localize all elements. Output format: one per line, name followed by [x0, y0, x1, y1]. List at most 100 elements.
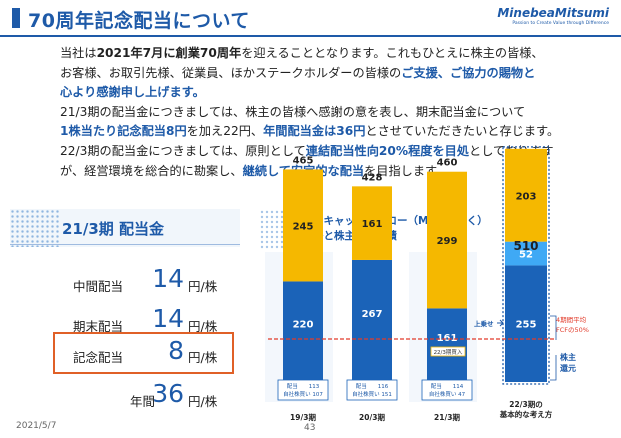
text: が、経営環境を総合的に勘案し、: [60, 163, 243, 178]
dot: [260, 220, 264, 224]
plan-bar-outline: [502, 146, 550, 385]
dot: [270, 210, 274, 214]
body-text: 当社は2021年7月に創業70周年を迎えることとなります。これもひとえに株主の皆…: [60, 44, 620, 181]
commemorative-unit: 円/株: [188, 350, 218, 365]
paragraph-2-line-1: 21/3期の配当金につきましては、株主の皆様へ感謝の意を表し、期末配当金について: [60, 103, 620, 123]
average-label-1: 4期間平均: [556, 315, 587, 324]
dot: [260, 215, 264, 219]
plan-bar-additional-label: 52: [519, 250, 533, 261]
plan-bar-base-return: [505, 265, 547, 382]
note-box: [277, 379, 329, 401]
plan-bar-remaining: [505, 148, 547, 242]
emphasis: ご支援、ご協力の賜物と: [401, 65, 536, 80]
text: 21/3期の配当金につきましては、株主の皆様へ感謝の意を表し、期末配当金について: [60, 104, 526, 119]
text: を加え22円、: [186, 124, 264, 139]
bar-total-label: 460: [437, 158, 458, 169]
bar-total-label: 465: [293, 155, 314, 166]
text: 当社は: [60, 46, 97, 60]
emphasis: 2021年7月に創業70周年: [96, 46, 242, 60]
text: お客様、お取引先様、従業員、ほかステークホルダーの皆様の: [60, 65, 402, 80]
commemorative-value: 8: [168, 336, 184, 365]
dot: [280, 240, 284, 244]
dot: [280, 230, 284, 234]
annual-value: 36: [152, 379, 184, 408]
buyback-badge-box: [430, 346, 466, 357]
bar-fcf-remaining: [283, 169, 323, 282]
note-buyback: 自社株買い 151: [352, 390, 392, 398]
buyback-badge: 22/3期買入: [434, 349, 463, 356]
average-label-2: FCFの50%: [556, 326, 589, 334]
note-dividend: 配当 116: [356, 382, 389, 390]
company-logo: MinebeaMitsumi Passion to Create Value t…: [497, 6, 609, 26]
x-tick-label: 21/3期: [434, 412, 460, 422]
plan-category-line2: 基本的な考え方: [499, 409, 553, 419]
text: を迎えることとなります。これもひとえに株主の皆様、: [241, 46, 544, 60]
text: とさせていただきたいと存じます。: [365, 124, 560, 139]
logo-name: MinebeaMitsumi: [497, 6, 609, 20]
plan-bar-base-return-label: 255: [516, 320, 537, 331]
dot: [275, 235, 279, 239]
kabunushi-label-1: 株主: [560, 352, 576, 362]
plan-bar-remaining-label: 203: [516, 191, 537, 202]
title-bar: 70周年記念配当について MinebeaMitsumi Passion to C…: [0, 0, 621, 36]
paragraph-2-line-2: 1株当たり記念配当8円を加え22円、年間配当金は36円とさせていただきたいと存じ…: [60, 122, 620, 142]
paragraph-1-line-3: 心より感謝申し上げます。: [60, 83, 620, 103]
paragraph-1-line-1: 当社は2021年7月に創業70周年を迎えることとなります。これもひとえに株主の皆…: [60, 44, 620, 64]
paragraph-1-line-2: お客様、お取引先様、従業員、ほかステークホルダーの皆様のご支援、ご協力の賜物と: [60, 64, 620, 84]
note-buyback: 自社株買い 107: [283, 390, 323, 398]
dot: [280, 235, 284, 239]
title-divider: [0, 35, 621, 37]
logo-tagline: Passion to Create Value through Differen…: [512, 21, 609, 26]
bracket-icon: [550, 315, 557, 340]
bar-fcf-remaining: [427, 171, 467, 309]
dot: [260, 245, 264, 249]
dot: [275, 225, 279, 229]
bar-fcf-remaining: [352, 186, 392, 260]
jokyo-arrow-icon: [497, 319, 504, 327]
interim-value: 14: [152, 264, 184, 293]
page-number: 43: [304, 423, 316, 433]
year-end-label: 期末配当: [73, 319, 124, 334]
year-end-unit: 円/株: [188, 319, 218, 334]
year-end-value: 14: [152, 304, 184, 333]
dot-pattern: [10, 209, 60, 247]
dot: [275, 230, 279, 234]
dot: [260, 210, 264, 214]
dot: [275, 240, 279, 244]
heading-underline: [10, 244, 240, 245]
dot: [260, 225, 264, 229]
bar-label-blue: 161: [437, 333, 458, 344]
dot: [275, 215, 279, 219]
dot: [280, 210, 284, 214]
bar-label-blue: 267: [362, 309, 383, 320]
dot: [270, 225, 274, 229]
note-box: [346, 379, 398, 401]
bar-label-yellow: 299: [437, 236, 458, 247]
dot: [270, 245, 274, 249]
dot: [270, 235, 274, 239]
bracket-icon: [550, 355, 557, 381]
dot: [260, 230, 264, 234]
title-accent: [12, 8, 20, 28]
dot: [265, 245, 269, 249]
dot: [270, 230, 274, 234]
footer-date: 2021/5/7: [16, 421, 57, 431]
dot: [265, 230, 269, 234]
emphasis: 心より感謝申し上げます。: [60, 85, 205, 100]
note-dividend: 配当 114: [431, 382, 464, 390]
dot: [270, 215, 274, 219]
dot: [280, 220, 284, 224]
plan-category-line1: 22/3期の: [509, 399, 542, 409]
bar-shareholder-return: [427, 308, 467, 382]
dividend-heading: 21/3期 配当金: [62, 220, 165, 238]
note-box: [421, 379, 473, 401]
plan-total-label: 510: [513, 239, 538, 253]
dot: [265, 240, 269, 244]
page-title: 70周年記念配当について: [28, 10, 250, 32]
note-buyback: 自社株買い 47: [429, 390, 466, 398]
dot: [260, 235, 264, 239]
bar-label-blue: 220: [293, 320, 314, 331]
dot: [280, 225, 284, 229]
dot: [265, 235, 269, 239]
